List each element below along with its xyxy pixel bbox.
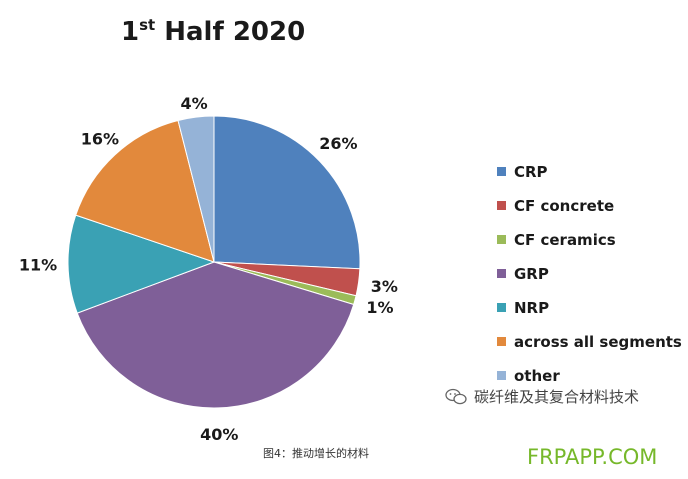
site-watermark: FRPAPP.COM [527, 445, 657, 469]
pie-label-nrp: 11% [19, 256, 57, 275]
chart-title-main: 1 [121, 17, 139, 47]
pie-slice-grp [76, 261, 355, 409]
legend: CRP CF concrete CF ceramics GRP NRP across al… [497, 163, 682, 385]
legend-swatch-cf-concrete [497, 201, 506, 210]
pie-slice-across-all-segments [75, 119, 215, 263]
chart-title: 1st Half 2020 [121, 16, 305, 47]
legend-swatch-nrp [497, 303, 506, 312]
legend-label-cf-concrete: CF concrete [514, 197, 614, 215]
pie-label-other: 4% [181, 94, 208, 113]
legend-swatch-crp [497, 167, 506, 176]
pie-slice-crp [213, 115, 361, 270]
legend-swatch-across-all-segments [497, 337, 506, 346]
legend-label-cf-ceramics: CF ceramics [514, 231, 616, 249]
watermark: 碳纤维及其复合材料技术 [445, 388, 639, 406]
pie-label-cf-concrete: 3% [371, 277, 398, 296]
wechat-icon [445, 388, 467, 405]
legend-swatch-cf-ceramics [497, 235, 506, 244]
pie-slice-other [177, 115, 215, 263]
legend-swatch-other [497, 371, 506, 380]
pie-slices [67, 115, 361, 409]
chart-title-sup: st [139, 16, 155, 34]
legend-label-grp: GRP [514, 265, 549, 283]
chart-title-rest: Half 2020 [155, 17, 305, 47]
figure-caption: 图4：推动增长的材料 [263, 446, 369, 460]
legend-label-other: other [514, 367, 560, 385]
pie-label-across-all-segments: 16% [81, 130, 119, 149]
legend-label-nrp: NRP [514, 299, 549, 317]
legend-label-crp: CRP [514, 163, 548, 181]
pie-slice-nrp [67, 214, 216, 314]
pie-percentage-labels: 26% 3% 1% 40% 11% 16% 4% [19, 94, 398, 444]
legend-swatch-grp [497, 269, 506, 278]
legend-label-across-all-segments: across all segments [514, 333, 682, 351]
pie-label-cf-ceramics: 1% [366, 298, 393, 317]
watermark-text: 碳纤维及其复合材料技术 [474, 388, 639, 406]
pie-label-grp: 40% [200, 425, 238, 444]
pie-label-crp: 26% [319, 134, 357, 153]
